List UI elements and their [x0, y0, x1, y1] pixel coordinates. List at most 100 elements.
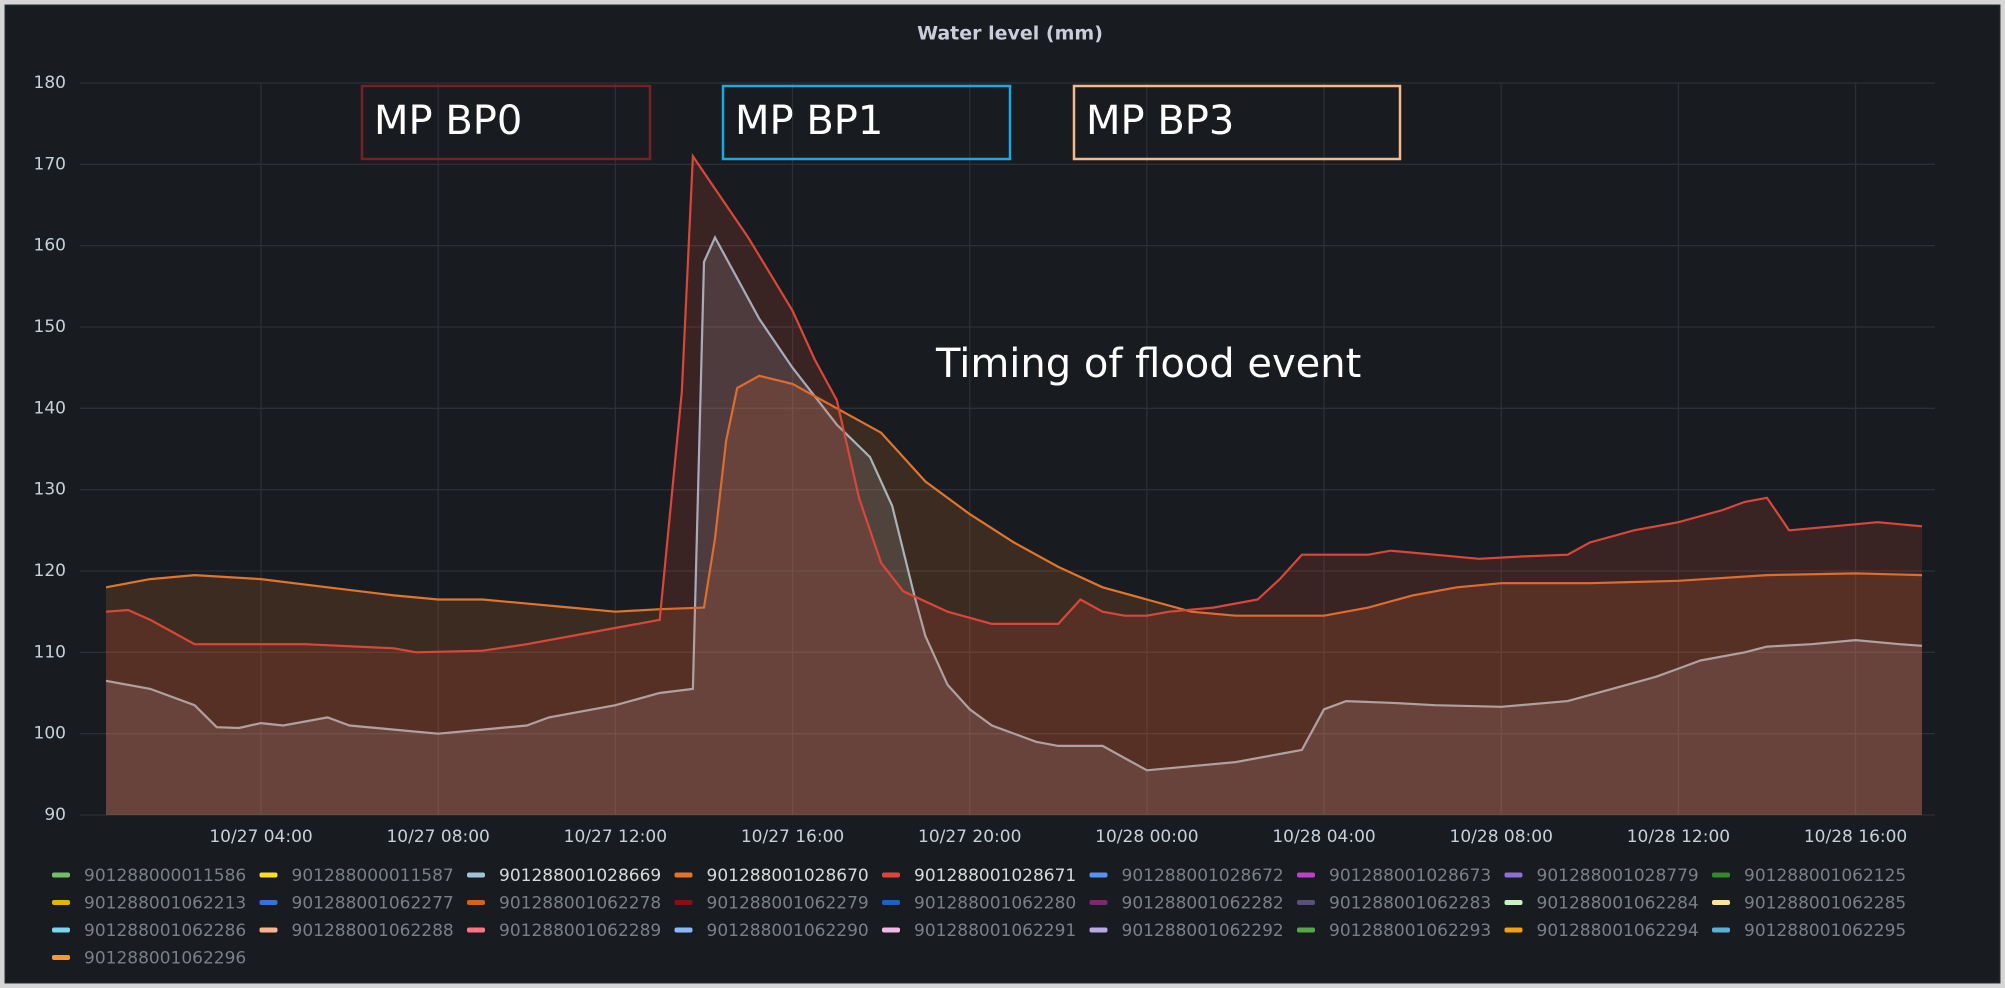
y-tick-label: 170 — [34, 154, 66, 174]
legend-label: 901288001062279 — [707, 894, 869, 914]
legend-label: 901288001062277 — [292, 894, 454, 914]
legend-entry[interactable]: 901288001062283 — [1297, 894, 1491, 914]
legend-label: 901288001062290 — [707, 921, 869, 941]
legend-entry[interactable]: 901288001062291 — [882, 921, 1076, 941]
legend-label: 901288001062285 — [1744, 894, 1906, 914]
legend-entry[interactable]: 901288001062289 — [467, 921, 661, 941]
legend-swatch — [467, 900, 485, 905]
annotation-box — [721, 84, 1012, 161]
y-tick-label: 120 — [34, 561, 66, 581]
legend-entry[interactable]: 901288001062282 — [1089, 894, 1284, 914]
legend-swatch — [52, 900, 70, 905]
legend-swatch — [674, 900, 693, 905]
legend-swatch — [259, 900, 278, 905]
y-tick-label: 110 — [34, 642, 66, 662]
legend-entry[interactable]: 901288001028669 — [467, 866, 661, 886]
legend-entry[interactable]: 901288001062290 — [674, 921, 869, 941]
legend-entry[interactable]: 901288000011586 — [52, 866, 246, 886]
legend-entry[interactable]: 901288001062296 — [52, 949, 246, 969]
series-line — [105, 374, 1923, 617]
legend-entry[interactable]: 901288001062279 — [674, 894, 869, 914]
legend-entry[interactable]: 901288001062294 — [1504, 921, 1699, 941]
y-tick-label: 140 — [34, 398, 66, 418]
series-line — [105, 152, 1923, 654]
legend-swatch — [1297, 927, 1315, 933]
legend-label: 901288001062295 — [1744, 921, 1906, 941]
series-line — [105, 235, 1923, 772]
x-tick-label: 10/28 04:00 — [1272, 827, 1375, 847]
legend-swatch — [882, 900, 900, 905]
legend-swatch — [1712, 872, 1730, 878]
legend-entry[interactable]: 901288001062295 — [1712, 921, 1906, 941]
legend-swatch — [1504, 900, 1523, 905]
legend-label: 901288001062288 — [292, 921, 454, 941]
legend-label: 901288001062282 — [1122, 894, 1284, 914]
legend-label: 901288001062284 — [1537, 894, 1699, 914]
legend-swatch — [1297, 872, 1315, 878]
series-area — [106, 375, 1922, 815]
y-tick-label: 130 — [34, 480, 66, 500]
legend-label: 901288001062293 — [1329, 921, 1491, 941]
legend-swatch — [52, 955, 70, 960]
annotation-box — [360, 84, 652, 161]
y-tick-label: 150 — [34, 317, 66, 337]
panel-background — [4, 4, 2001, 984]
legend-swatch — [52, 872, 70, 878]
annotation-label: Timing of flood event — [935, 341, 1361, 387]
y-tick-label: 180 — [34, 73, 66, 93]
legend-swatch — [259, 872, 278, 878]
x-tick-label: 10/27 08:00 — [386, 827, 489, 847]
x-tick-label: 10/27 16:00 — [741, 827, 844, 847]
legend-swatch — [259, 927, 278, 933]
x-tick-label: 10/27 12:00 — [564, 827, 667, 847]
legend-label: 901288001062280 — [914, 894, 1076, 914]
x-tick-label: 10/27 04:00 — [209, 827, 312, 847]
legend-entry[interactable]: 901288001062286 — [52, 921, 246, 941]
legend-entry[interactable]: 901288001062213 — [52, 894, 246, 914]
legend-entry[interactable]: 901288001062278 — [467, 894, 661, 914]
legend-label: 901288001062278 — [499, 894, 661, 914]
legend-label: 901288001062291 — [914, 921, 1076, 941]
legend-entry[interactable]: 901288001062277 — [259, 894, 454, 914]
panel-title: Water level (mm) — [917, 23, 1103, 45]
legend-swatch — [674, 927, 693, 933]
legend-swatch — [1297, 900, 1315, 905]
legend-swatch — [1089, 872, 1108, 878]
legend-swatch — [882, 872, 900, 878]
x-tick-label: 10/28 00:00 — [1095, 827, 1198, 847]
legend-label: 901288001062289 — [499, 921, 661, 941]
x-tick-label: 10/27 20:00 — [918, 827, 1021, 847]
legend-label: 901288001062125 — [1744, 866, 1906, 886]
legend-label: 901288001028671 — [914, 866, 1076, 886]
legend-entry[interactable]: 901288001062280 — [882, 894, 1076, 914]
legend-swatch — [1089, 900, 1108, 905]
legend-entry[interactable]: 901288001028671 — [882, 866, 1076, 886]
legend-entry[interactable]: 901288001028673 — [1297, 866, 1491, 886]
legend-label: 901288001028672 — [1122, 866, 1284, 886]
legend-entry[interactable]: 901288001028670 — [674, 866, 869, 886]
legend-entry[interactable]: 901288001062293 — [1297, 921, 1491, 941]
legend-entry[interactable]: 901288001062292 — [1089, 921, 1284, 941]
legend-entry[interactable]: 901288001062284 — [1504, 894, 1699, 914]
legend-entry[interactable]: 901288001062288 — [259, 921, 454, 941]
legend-label: 901288001062292 — [1122, 921, 1284, 941]
legend-label: 901288000011587 — [292, 866, 454, 886]
series-area — [106, 237, 1922, 815]
y-tick-label: 90 — [44, 805, 66, 825]
legend-entry[interactable]: 901288001062285 — [1712, 894, 1906, 914]
legend-swatch — [882, 927, 900, 933]
legend-entry[interactable]: 901288001028672 — [1089, 866, 1284, 886]
legend-swatch — [1089, 927, 1108, 933]
legend-label: 901288001028669 — [499, 866, 661, 886]
annotation-label: MP BP3 — [1086, 98, 1234, 144]
legend-entry[interactable]: 901288000011587 — [259, 866, 454, 886]
y-tick-label: 100 — [34, 724, 66, 744]
legend-entry[interactable]: 901288001028779 — [1504, 866, 1699, 886]
legend-swatch — [1712, 927, 1730, 933]
legend-swatch — [467, 927, 485, 933]
legend-label: 901288001062286 — [84, 921, 246, 941]
legend-label: 901288001062296 — [84, 949, 246, 969]
legend-entry[interactable]: 901288001062125 — [1712, 866, 1906, 886]
